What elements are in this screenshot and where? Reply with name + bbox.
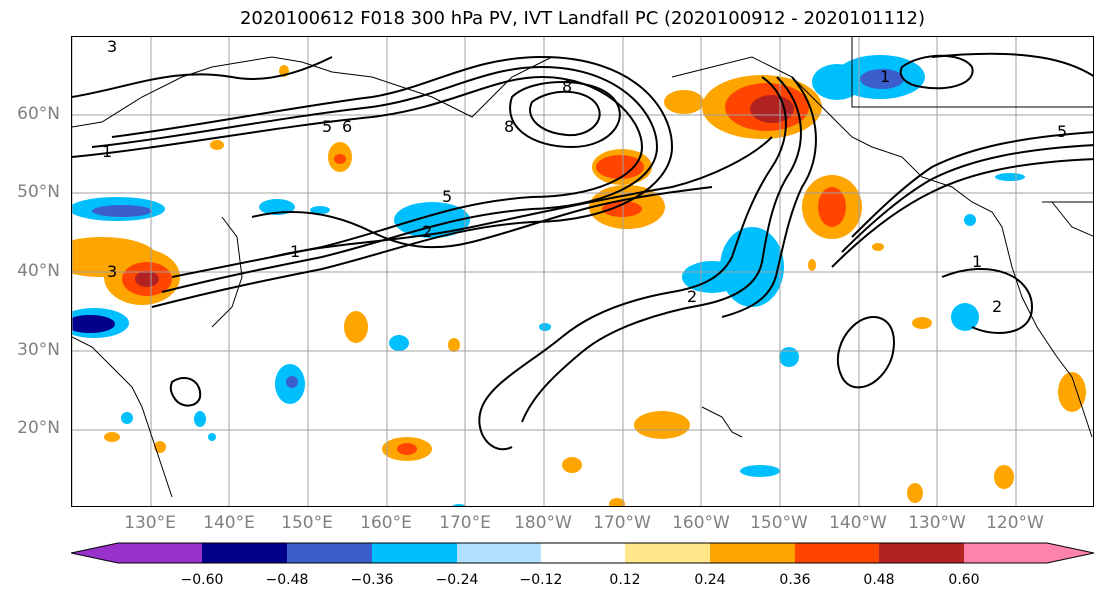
colorbar-segment — [457, 543, 541, 563]
contour-label: 3 — [107, 37, 117, 56]
colorbar-tick: 0.48 — [863, 572, 895, 588]
colorbar-tick: 0.36 — [779, 572, 811, 588]
contour-label: 2 — [687, 287, 697, 306]
contour-label: 8 — [504, 117, 514, 136]
colorbar-segment — [202, 543, 287, 563]
colorbar-tick: −0.24 — [435, 572, 479, 588]
contour-labels: 1 1 2 2 3 3 5 5 8 8 1 1 2 5 6 — [102, 37, 1067, 316]
contour-label: 1 — [972, 252, 982, 271]
map-panel: 1 1 2 2 3 3 5 5 8 8 1 1 2 5 6 — [71, 36, 1094, 507]
contour-label: 3 — [107, 262, 117, 281]
lat-label: 40°N — [17, 261, 60, 281]
colorbar-segment — [372, 543, 457, 563]
colorbar-tick: 0.24 — [694, 572, 726, 588]
lon-label: 170°W — [593, 513, 651, 533]
lon-label: 130°W — [908, 513, 966, 533]
lon-label: 140°E — [203, 513, 255, 533]
colorbar-tick: −0.48 — [265, 572, 309, 588]
lon-label: 160°E — [360, 513, 412, 533]
pv-contours — [72, 52, 1093, 451]
colorbar-segment — [879, 543, 964, 563]
contour-label: 2 — [992, 297, 1002, 316]
lon-label: 150°W — [750, 513, 808, 533]
coastlines — [72, 37, 1093, 498]
lat-label: 50°N — [17, 182, 60, 202]
graticule — [72, 37, 1093, 506]
colorbar-segment — [710, 543, 795, 563]
lat-label: 20°N — [17, 418, 60, 438]
colorbar-segment — [287, 543, 372, 563]
contour-label: 1 — [880, 67, 890, 86]
colorbar-segment — [795, 543, 879, 563]
colorbar-tick: −0.12 — [519, 572, 563, 588]
colorbar-segment — [625, 543, 710, 563]
lat-label: 30°N — [17, 340, 60, 360]
lon-label: 180°W — [514, 513, 572, 533]
contour-label: 1 — [102, 142, 112, 161]
positive-anomalies — [72, 65, 1086, 506]
colorbar-tick: −0.60 — [180, 572, 224, 588]
lon-label: 120°W — [986, 513, 1044, 533]
contour-label: 5 — [442, 187, 452, 206]
colorbar — [71, 542, 1094, 564]
colorbar-tick: −0.36 — [350, 572, 394, 588]
map-canvas: 1 1 2 2 3 3 5 5 8 8 1 1 2 5 6 — [72, 37, 1093, 506]
lon-label: 140°W — [829, 513, 887, 533]
contour-label: 5 — [322, 117, 332, 136]
colorbar-tick: 0.12 — [609, 572, 641, 588]
lon-label: 170°E — [439, 513, 491, 533]
lon-label: 160°W — [672, 513, 730, 533]
contour-label: 2 — [422, 222, 432, 241]
contour-label: 8 — [562, 77, 572, 96]
contour-label: 5 — [1057, 122, 1067, 141]
colorbar-high-extension — [964, 543, 1094, 563]
colorbar-low-extension — [71, 543, 202, 563]
contour-label: 1 — [290, 242, 300, 261]
contour-label: 6 — [342, 117, 352, 136]
map-title: 2020100612 F018 300 hPa PV, IVT Landfall… — [239, 8, 926, 29]
lon-label: 130°E — [124, 513, 176, 533]
lon-label: 150°E — [281, 513, 333, 533]
colorbar-segment — [541, 543, 625, 563]
negative-anomalies — [72, 55, 1025, 506]
lat-label: 60°N — [17, 104, 60, 124]
colorbar-tick: 0.60 — [948, 572, 980, 588]
